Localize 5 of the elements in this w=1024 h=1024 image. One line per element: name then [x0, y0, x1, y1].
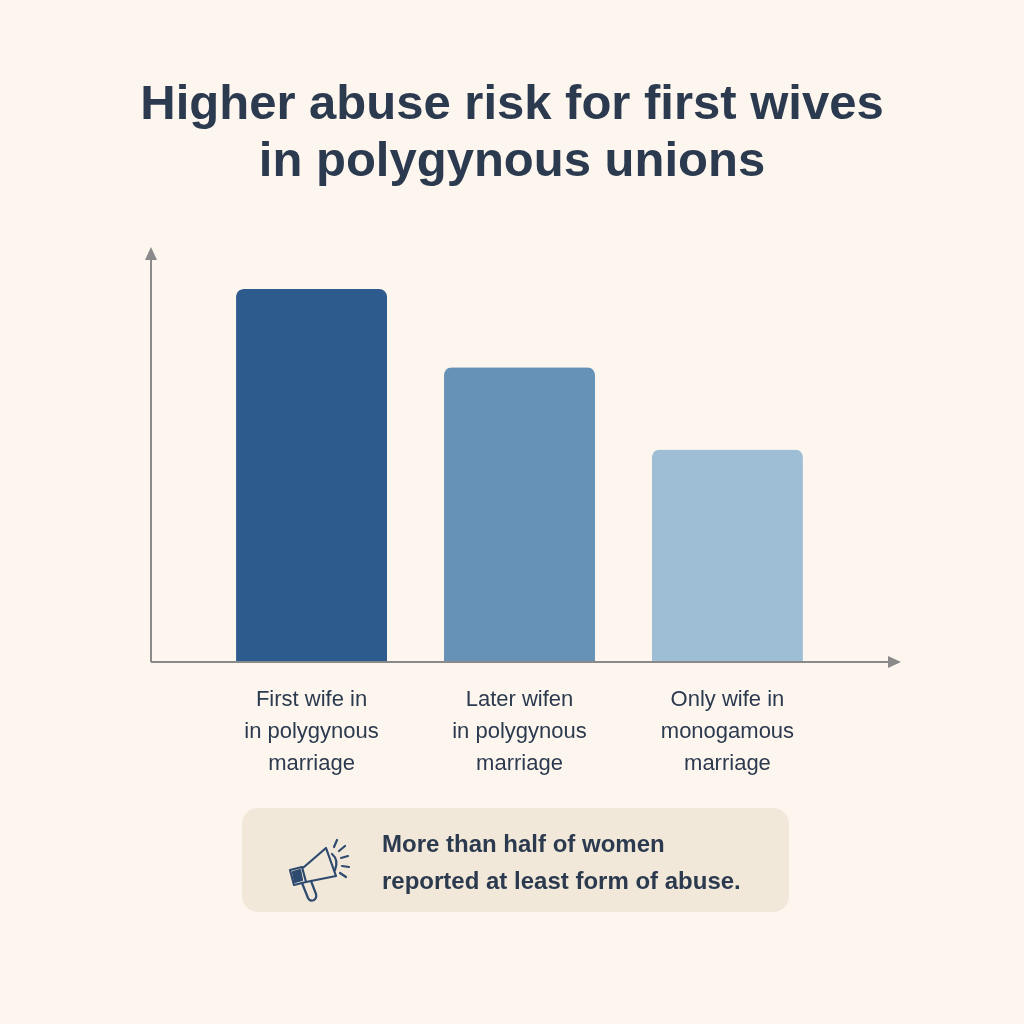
note-box: More than half of women reported at least form of abuse.	[242, 808, 789, 912]
x-tick-label: Later wifen in polygynous marriage	[452, 685, 587, 775]
x-tick-label: First wife in in polygynous marriage	[244, 685, 379, 775]
x-tick-label: Only wife in monogamous marriage	[660, 685, 795, 775]
chart-title: Higher abuse risk for first wives in polygynous unions	[139, 74, 885, 188]
